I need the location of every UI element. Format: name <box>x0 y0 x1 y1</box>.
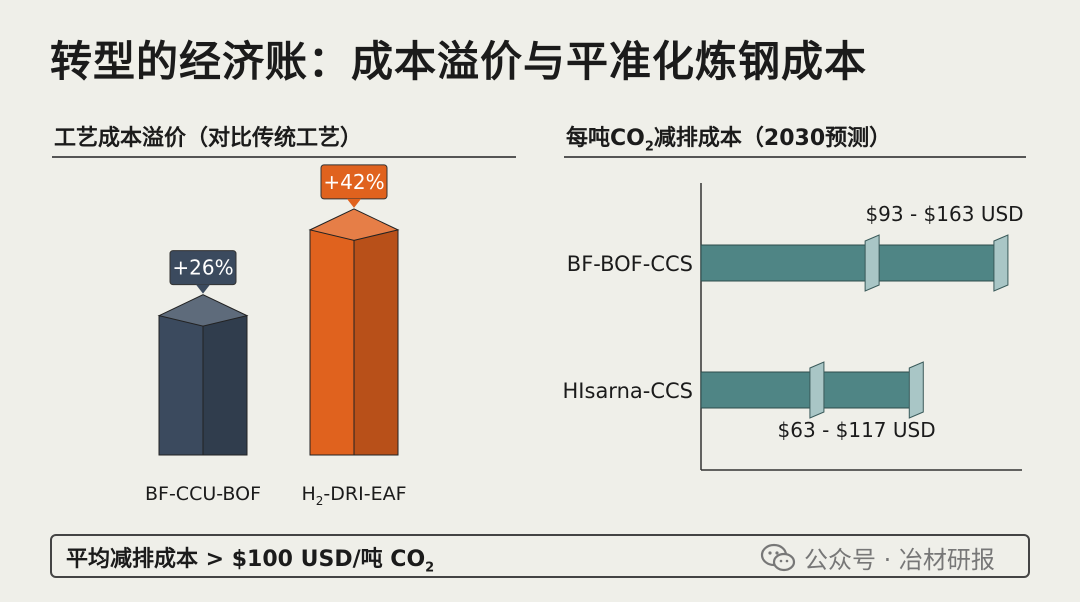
bar-chart-title: 工艺成本溢价（对比传统工艺） <box>54 126 363 151</box>
bar-top-face <box>308 208 400 241</box>
bar-front-face <box>158 315 204 456</box>
range-row-hisarna-ccs: HIsarna-CCS $63 - $117 USD <box>563 361 936 442</box>
wechat-icon <box>760 543 796 571</box>
page-title: 转型的经济账：成本溢价与平准化炼钢成本 <box>50 37 868 86</box>
range-data-label: $63 - $117 USD <box>778 418 936 442</box>
range-high-marker <box>908 361 924 419</box>
range-bar <box>700 371 917 409</box>
left-section-divider <box>52 156 516 158</box>
data-label-pointer <box>196 284 210 294</box>
data-label: +42% <box>323 170 384 194</box>
bar-side-face <box>202 315 248 456</box>
data-label: +26% <box>172 256 233 280</box>
summary-box <box>50 534 1030 578</box>
summary-text: 平均减排成本 > $100 USD/吨 CO2 <box>66 547 435 576</box>
watermark-text: 公众号 · 冶材研报 <box>804 546 995 574</box>
range-category-label: BF-BOF-CCS <box>567 252 693 276</box>
range-bar <box>700 244 1002 282</box>
range-low-marker <box>864 234 880 292</box>
range-high-marker <box>993 234 1009 292</box>
data-label-pointer <box>347 198 361 208</box>
watermark: 公众号 · 冶材研报 <box>760 540 995 575</box>
category-label: H2-DRI-EAF <box>301 483 406 508</box>
right-section-divider <box>564 156 1026 158</box>
bar-front-face <box>309 229 355 456</box>
bar-h2-dri-eaf: +42% H2-DRI-EAF <box>301 164 407 508</box>
range-chart-title: 每吨CO2减排成本（2030预测） <box>566 126 892 155</box>
bar-top-face <box>157 294 249 327</box>
category-label: BF-CCU-BOF <box>145 483 261 505</box>
range-data-label: $93 - $163 USD <box>865 202 1023 226</box>
range-category-label: HIsarna-CCS <box>563 379 693 403</box>
bar-side-face <box>353 229 399 456</box>
range-row-bf-bof-ccs: BF-BOF-CCS $93 - $163 USD <box>567 202 1024 292</box>
bar-bf-ccu-bof: +26% BF-CCU-BOF <box>145 250 261 505</box>
range-low-marker <box>809 361 825 419</box>
